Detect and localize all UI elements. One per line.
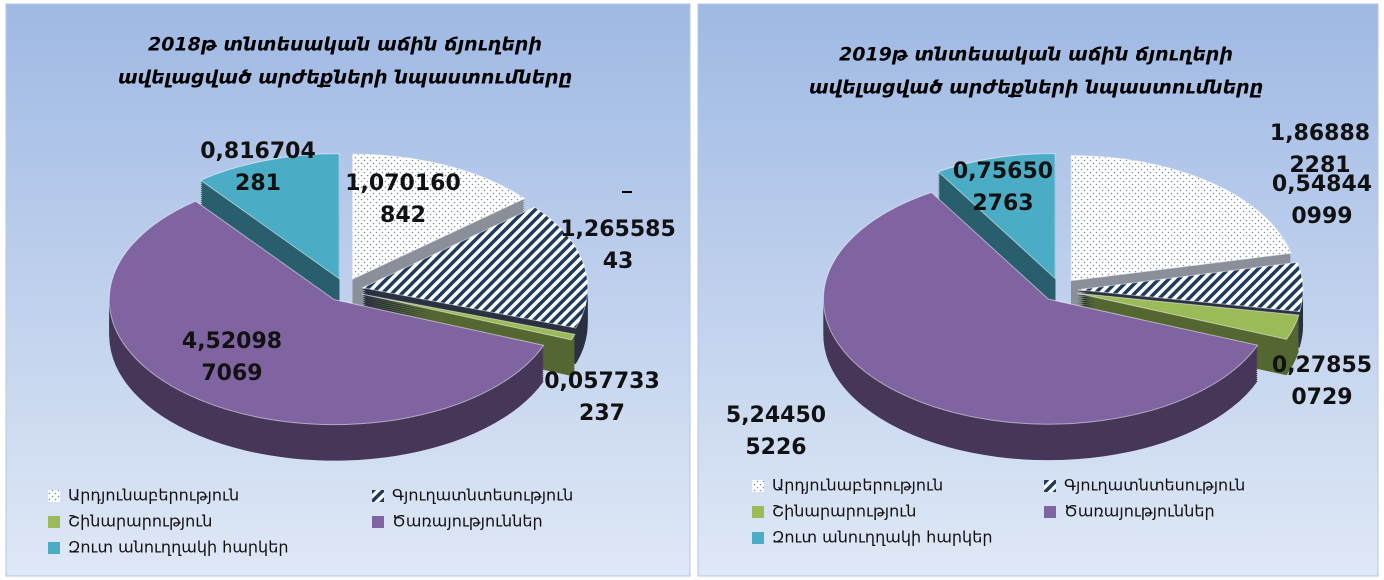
legend-swatch — [752, 532, 764, 544]
data-label-line: 0,816704 — [200, 139, 316, 164]
legend-label: Գյուղատնտեսություն — [1064, 476, 1245, 495]
data-label-line: 842 — [380, 203, 426, 228]
data-label-line: 237 — [579, 401, 625, 426]
data-label-line: 0,75650 — [953, 159, 1053, 184]
pie-slice — [822, 191, 1259, 425]
legend-swatch — [48, 542, 60, 554]
legend-swatch — [372, 490, 384, 502]
data-label: 1,070160 842 — [345, 171, 461, 228]
data-label-line: 0,057733 — [544, 369, 660, 394]
pie-slice — [108, 200, 545, 426]
pie-slice — [361, 293, 576, 341]
data-label-line: 2281 — [1289, 153, 1350, 178]
legend-label: Արդյունաբերություն — [68, 486, 239, 505]
legend-swatch — [1044, 506, 1056, 518]
data-label-line: 0999 — [1291, 204, 1352, 229]
slice-side — [361, 300, 575, 346]
pie-slice — [352, 153, 526, 280]
data-label-line: 0,54844 — [1272, 172, 1372, 197]
pie-slice — [361, 206, 589, 329]
legend-label: Զուտ անուղղակի հարկեր — [68, 538, 288, 557]
data-label-line: 1,265585 — [560, 217, 676, 242]
chart-title: ավելացված արժեքների նպաստումները — [809, 77, 1264, 99]
chart-title: ավելացված արժեքների նպաստումները — [118, 67, 573, 89]
slice-side — [361, 302, 575, 348]
legend-label: Շինարարություն — [68, 512, 212, 531]
legend-swatch — [48, 516, 60, 528]
legend-label: Զուտ անուղղակի հարկեր — [772, 528, 992, 547]
chart-title: 2018թ տնտեսական աճին ճյուղերի — [148, 34, 542, 56]
data-label-line: 281 — [235, 171, 281, 196]
data-label-line: 1,070160 — [345, 171, 461, 196]
data-label: 0,816704 281 — [200, 139, 316, 196]
data-label-line: 7069 — [201, 361, 262, 386]
data-label-line: 43 — [603, 249, 634, 274]
data-label-line: 2763 — [972, 191, 1033, 216]
legend-label: Արդյունաբերություն — [772, 476, 943, 495]
legend-label: Շինարարություն — [772, 502, 916, 521]
legend-label: Ծառայություններ — [392, 512, 543, 531]
legend-swatch — [752, 480, 764, 492]
pie-slice — [1077, 261, 1304, 313]
data-label: 1,86888 2281 — [1270, 121, 1370, 178]
data-label-line: 4,52098 — [182, 329, 282, 354]
pie-slice — [1077, 292, 1300, 340]
data-label-line: 1,86888 — [1270, 121, 1370, 146]
slice-side — [361, 296, 575, 342]
data-label: 5,24450 5226 — [726, 403, 826, 460]
data-label: 0,75650 2763 — [953, 159, 1053, 216]
legend-swatch — [48, 490, 60, 502]
pie-slice — [1070, 155, 1292, 282]
data-label-line: 0,27855 — [1272, 353, 1372, 378]
pie-slice — [199, 153, 340, 280]
data-label-line: 5,24450 — [726, 403, 826, 428]
pie-slice — [937, 152, 1056, 280]
chart-title: 2019թ տնտեսական աճին ճյուղերի — [839, 44, 1233, 66]
data-label: 1,265585 43 — [560, 217, 676, 274]
data-label-line: 5226 — [745, 435, 806, 460]
data-label: 0,27855 0729 — [1272, 353, 1372, 410]
data-label: 0,54844 0999 — [1272, 172, 1372, 229]
legend-swatch — [372, 516, 384, 528]
legend-label: Գյուղատնտեսություն — [392, 486, 573, 505]
slice-side — [361, 304, 575, 350]
data-label: 0,057733 237 — [544, 369, 660, 426]
legend-label: Ծառայություններ — [1064, 502, 1215, 521]
data-label-line: 0729 — [1291, 385, 1352, 410]
legend-swatch — [752, 506, 764, 518]
slice-side — [361, 298, 575, 344]
data-label: 4,52098 7069 — [182, 329, 282, 386]
legend-swatch — [1044, 480, 1056, 492]
